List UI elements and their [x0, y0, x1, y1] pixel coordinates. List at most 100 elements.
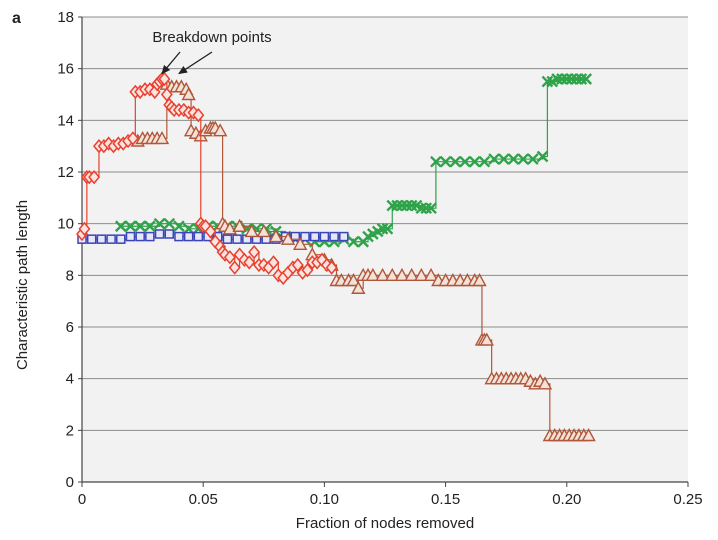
data-point-x — [439, 155, 452, 168]
x-tick-label: 0.25 — [673, 491, 702, 508]
data-point-diamond — [325, 260, 338, 275]
data-point-x — [459, 155, 471, 168]
data-point-x — [468, 155, 481, 168]
data-point-diamond — [126, 131, 139, 146]
data-point-triangle — [394, 267, 410, 282]
data-point-square — [145, 231, 155, 242]
x-tick-label: 0.20 — [552, 491, 581, 508]
data-point-x — [570, 73, 583, 85]
x-axis-label: Fraction of nodes removed — [296, 515, 474, 532]
data-point-x — [556, 73, 568, 85]
data-point-x — [430, 155, 442, 168]
data-point-x — [565, 73, 578, 85]
data-point-square — [339, 231, 349, 242]
data-point-triangle — [268, 229, 284, 243]
annotation-breakdown-points: Breakdown points — [152, 29, 271, 46]
data-point-square — [135, 231, 145, 242]
data-point-square — [193, 231, 204, 242]
data-point-triangle — [537, 376, 553, 390]
data-point-triangle — [404, 267, 419, 282]
panel-label: a — [12, 10, 21, 27]
y-tick-label: 14 — [57, 112, 74, 129]
axes — [78, 16, 689, 487]
data-point-x — [541, 75, 554, 88]
y-tick-label: 8 — [66, 267, 74, 284]
data-point-x — [376, 222, 389, 235]
data-point-diamond — [301, 262, 314, 278]
data-point-triangle — [365, 267, 381, 282]
data-point-triangle — [244, 223, 259, 238]
y-axis-label: Characteristic path length — [14, 200, 31, 370]
data-point-x — [488, 153, 500, 165]
data-point-diamond — [78, 221, 91, 237]
series-line-x — [120, 78, 587, 243]
data-point-square — [164, 229, 175, 239]
data-point-triangle — [212, 123, 228, 137]
data-point-square — [309, 231, 320, 242]
data-point-x — [517, 153, 530, 165]
data-point-diamond — [267, 255, 280, 270]
data-point-x — [144, 220, 156, 233]
y-tick-label: 18 — [57, 9, 74, 26]
y-tick-label: 16 — [57, 61, 74, 78]
data-point-triangle — [423, 267, 439, 282]
data-point-triangle — [181, 87, 196, 101]
data-point-diamond — [192, 107, 205, 123]
data-point-diamond — [291, 257, 304, 273]
data-point-x — [347, 235, 360, 248]
annotation: Breakdown points — [152, 29, 272, 75]
data-point-diamond — [204, 224, 217, 239]
data-point-x — [386, 199, 399, 212]
data-point-square — [154, 229, 165, 239]
data-point-square — [106, 234, 116, 244]
data-point-x — [497, 153, 510, 165]
data-point-x — [527, 153, 539, 165]
data-point-triangle — [154, 130, 170, 145]
data-point-square — [222, 234, 233, 244]
data-point-x — [560, 73, 573, 85]
data-point-x — [114, 220, 127, 233]
data-point-square — [232, 234, 242, 244]
data-point-diamond — [243, 255, 256, 270]
data-point-x — [381, 222, 394, 235]
x-tick-labels: 0 0.05 0.10 0.15 0.20 0.25 — [78, 491, 703, 508]
series-layer — [76, 71, 596, 442]
data-point-diamond — [88, 169, 101, 185]
data-point-square — [96, 234, 107, 244]
x-tick-label: 0.05 — [189, 491, 218, 508]
data-point-square — [300, 231, 310, 242]
data-point-x — [415, 202, 428, 215]
data-point-square — [86, 234, 97, 244]
data-point-triangle — [472, 273, 487, 287]
series-triangle — [130, 76, 596, 442]
annotation-arrow — [178, 51, 213, 75]
data-point-triangle — [232, 218, 247, 232]
data-point-triangle — [256, 223, 271, 238]
data-point-triangle — [292, 236, 308, 251]
data-point-triangle — [346, 273, 361, 287]
data-point-x — [425, 202, 437, 215]
series-diamond — [76, 71, 338, 286]
data-point-x — [173, 220, 185, 233]
data-point-x — [420, 202, 433, 215]
data-point-square — [329, 231, 339, 242]
data-point-diamond — [228, 260, 241, 275]
x-tick-label: 0 — [78, 491, 86, 508]
data-point-x — [478, 155, 491, 168]
y-tick-label: 6 — [66, 319, 74, 336]
data-point-x — [400, 199, 413, 212]
data-point-x — [134, 220, 147, 233]
data-point-square — [290, 231, 301, 242]
y-tick-label: 10 — [57, 216, 74, 233]
data-point-triangle — [375, 267, 390, 282]
data-point-x — [507, 153, 520, 165]
data-point-triangle — [385, 267, 400, 282]
y-tick-labels: 0 2 4 6 8 10 12 14 16 18 — [57, 9, 74, 491]
data-point-x — [153, 217, 166, 230]
data-point-diamond — [158, 71, 171, 87]
data-point-x — [124, 220, 137, 233]
data-point-triangle — [479, 332, 494, 346]
data-point-x — [575, 73, 588, 85]
x-tick-label: 0.10 — [310, 491, 339, 508]
